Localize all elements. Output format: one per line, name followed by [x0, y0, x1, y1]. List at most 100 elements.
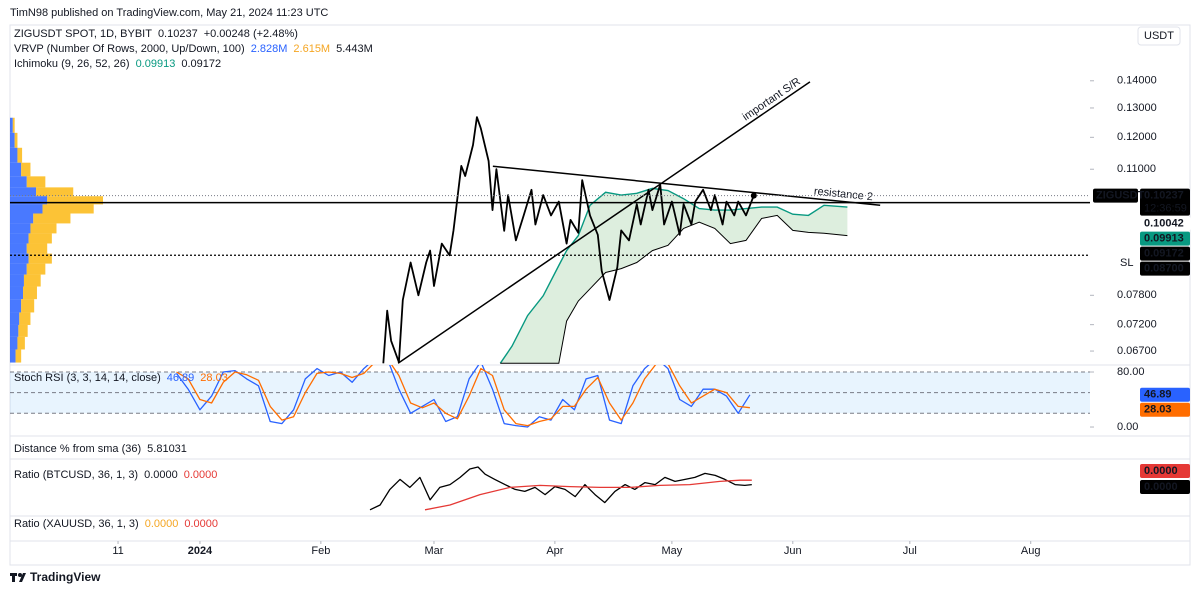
legend-item: 0.0000: [145, 518, 179, 530]
vrvp-down: [17, 336, 25, 350]
vrvp-down: [23, 274, 41, 287]
series-line: [424, 479, 752, 511]
legend-item: 0.0000: [144, 469, 178, 481]
span-b: [500, 214, 848, 364]
vrvp-up: [10, 243, 27, 254]
vrvp-up: [10, 187, 37, 197]
vrvp-down: [19, 312, 31, 325]
vrvp-up: [10, 204, 43, 214]
legend-item: 0.10237: [158, 28, 198, 40]
vrvp-up: [10, 176, 27, 188]
x-tick-label: Jun: [784, 545, 802, 557]
vrvp-up: [10, 324, 19, 337]
vrvp-down: [26, 176, 46, 188]
vrvp-down: [28, 253, 52, 264]
last-point: [750, 192, 757, 199]
x-tick-label: Apr: [546, 545, 563, 557]
vrvp-down: [21, 162, 31, 177]
legend: VRVP (Number Of Rows, 2000, Up/Down, 100…: [14, 43, 373, 55]
value-label: 46.89: [1144, 389, 1172, 401]
vrvp-down: [36, 187, 74, 197]
x-tick-label: Aug: [1021, 545, 1041, 557]
price-label-box: [1140, 231, 1190, 246]
logo: [10, 573, 26, 582]
price-label-box: [1140, 246, 1190, 261]
currency[interactable]: USDT: [1144, 30, 1174, 42]
value-label-box: [1140, 480, 1190, 494]
legend-item: 0.09913: [136, 58, 176, 70]
y-tick-label: 80.00: [1117, 366, 1145, 378]
trend-line: [397, 81, 811, 364]
y-tick-label: 0.11000: [1117, 163, 1156, 175]
vrvp-up: [10, 263, 27, 275]
legend-item: 2.615M: [293, 43, 330, 55]
series-line: [369, 466, 752, 511]
legend-item: Stoch RSI (3, 3, 14, 14, close): [14, 372, 161, 384]
x-tick-label: Feb: [311, 545, 330, 557]
vrvp-up: [10, 336, 18, 350]
vrvp-down: [18, 324, 28, 337]
symbol-label: ZIGUSDT: [1096, 189, 1145, 201]
vrvp-up: [10, 132, 15, 148]
symbol-box: [1093, 188, 1138, 203]
series-line: [175, 365, 751, 428]
vrvp-up: [10, 286, 24, 300]
price-label: 0.09913: [1144, 232, 1184, 244]
price-label-box: [1140, 188, 1190, 216]
x-tick-label: Mar: [424, 545, 443, 557]
legend-item: Ratio (BTCUSD, 36, 1, 3): [14, 469, 138, 481]
y-tick-label: 0.14000: [1117, 75, 1157, 87]
plot-area: [10, 116, 848, 364]
trend-line: [492, 165, 881, 207]
value-label-box: [1140, 464, 1190, 478]
vrvp-down: [14, 132, 18, 148]
x-tick-label: May: [661, 545, 682, 557]
vrvp-up: [10, 223, 31, 234]
vrvp-up: [10, 349, 16, 363]
y-tick-label: 0.06700: [1117, 345, 1157, 357]
legend-item: 0.0000: [184, 469, 218, 481]
series-line: [176, 365, 750, 427]
legend-item: 5.443M: [336, 43, 373, 55]
legend-item: 0.09172: [181, 58, 221, 70]
x-tick-label: 2024: [188, 545, 213, 557]
vrvp-down: [12, 117, 15, 133]
vrvp-down: [42, 204, 94, 214]
price-label: 0.08700: [1144, 262, 1184, 274]
y-tick-label: 0.07200: [1117, 319, 1157, 331]
vrvp-down: [21, 299, 35, 313]
value-label: 28.03: [1144, 404, 1172, 416]
publish-note: TimN98 published on TradingView.com, May…: [10, 7, 328, 19]
legend: ZIGUSDT SPOT, 1D, BYBIT 0.10237 +0.00248 (…: [14, 28, 298, 40]
vrvp-up: [10, 274, 24, 287]
ichimoku-cloud: [500, 188, 848, 364]
legend-item: 46.89: [167, 372, 195, 384]
vrvp-up: [10, 196, 48, 205]
value-label-box: [1140, 387, 1190, 402]
vrvp-down: [33, 213, 71, 224]
legend-item: 5.81031: [147, 443, 187, 455]
vrvp-down: [30, 223, 57, 234]
y-tick-label: 0.00: [1117, 421, 1138, 433]
price-label: 0.10237: [1144, 189, 1184, 201]
value-label: 0.0000: [1144, 465, 1178, 477]
legend-item: ZIGUSDT SPOT, 1D, BYBIT: [14, 28, 152, 40]
vrvp-down: [47, 196, 103, 205]
vrvp-up: [10, 213, 34, 224]
y-tick-label: 0.13000: [1117, 102, 1157, 114]
vrvp-down: [23, 286, 37, 300]
currency-button[interactable]: [1137, 26, 1181, 46]
legend-item: 28.03: [200, 372, 228, 384]
x-tick-label: 11: [112, 545, 123, 557]
plot-area: [10, 365, 1090, 428]
price-label-box: [1140, 261, 1190, 276]
vrvp-up: [10, 147, 18, 163]
series-line: [382, 116, 755, 364]
brand: TradingView: [30, 570, 101, 584]
vrvp-up: [10, 299, 22, 313]
line-label: SL: [1120, 257, 1133, 269]
x-tick-label: Jul: [903, 545, 917, 557]
legend-item: VRVP (Number Of Rows, 2000, Up/Down, 100…: [14, 43, 245, 55]
